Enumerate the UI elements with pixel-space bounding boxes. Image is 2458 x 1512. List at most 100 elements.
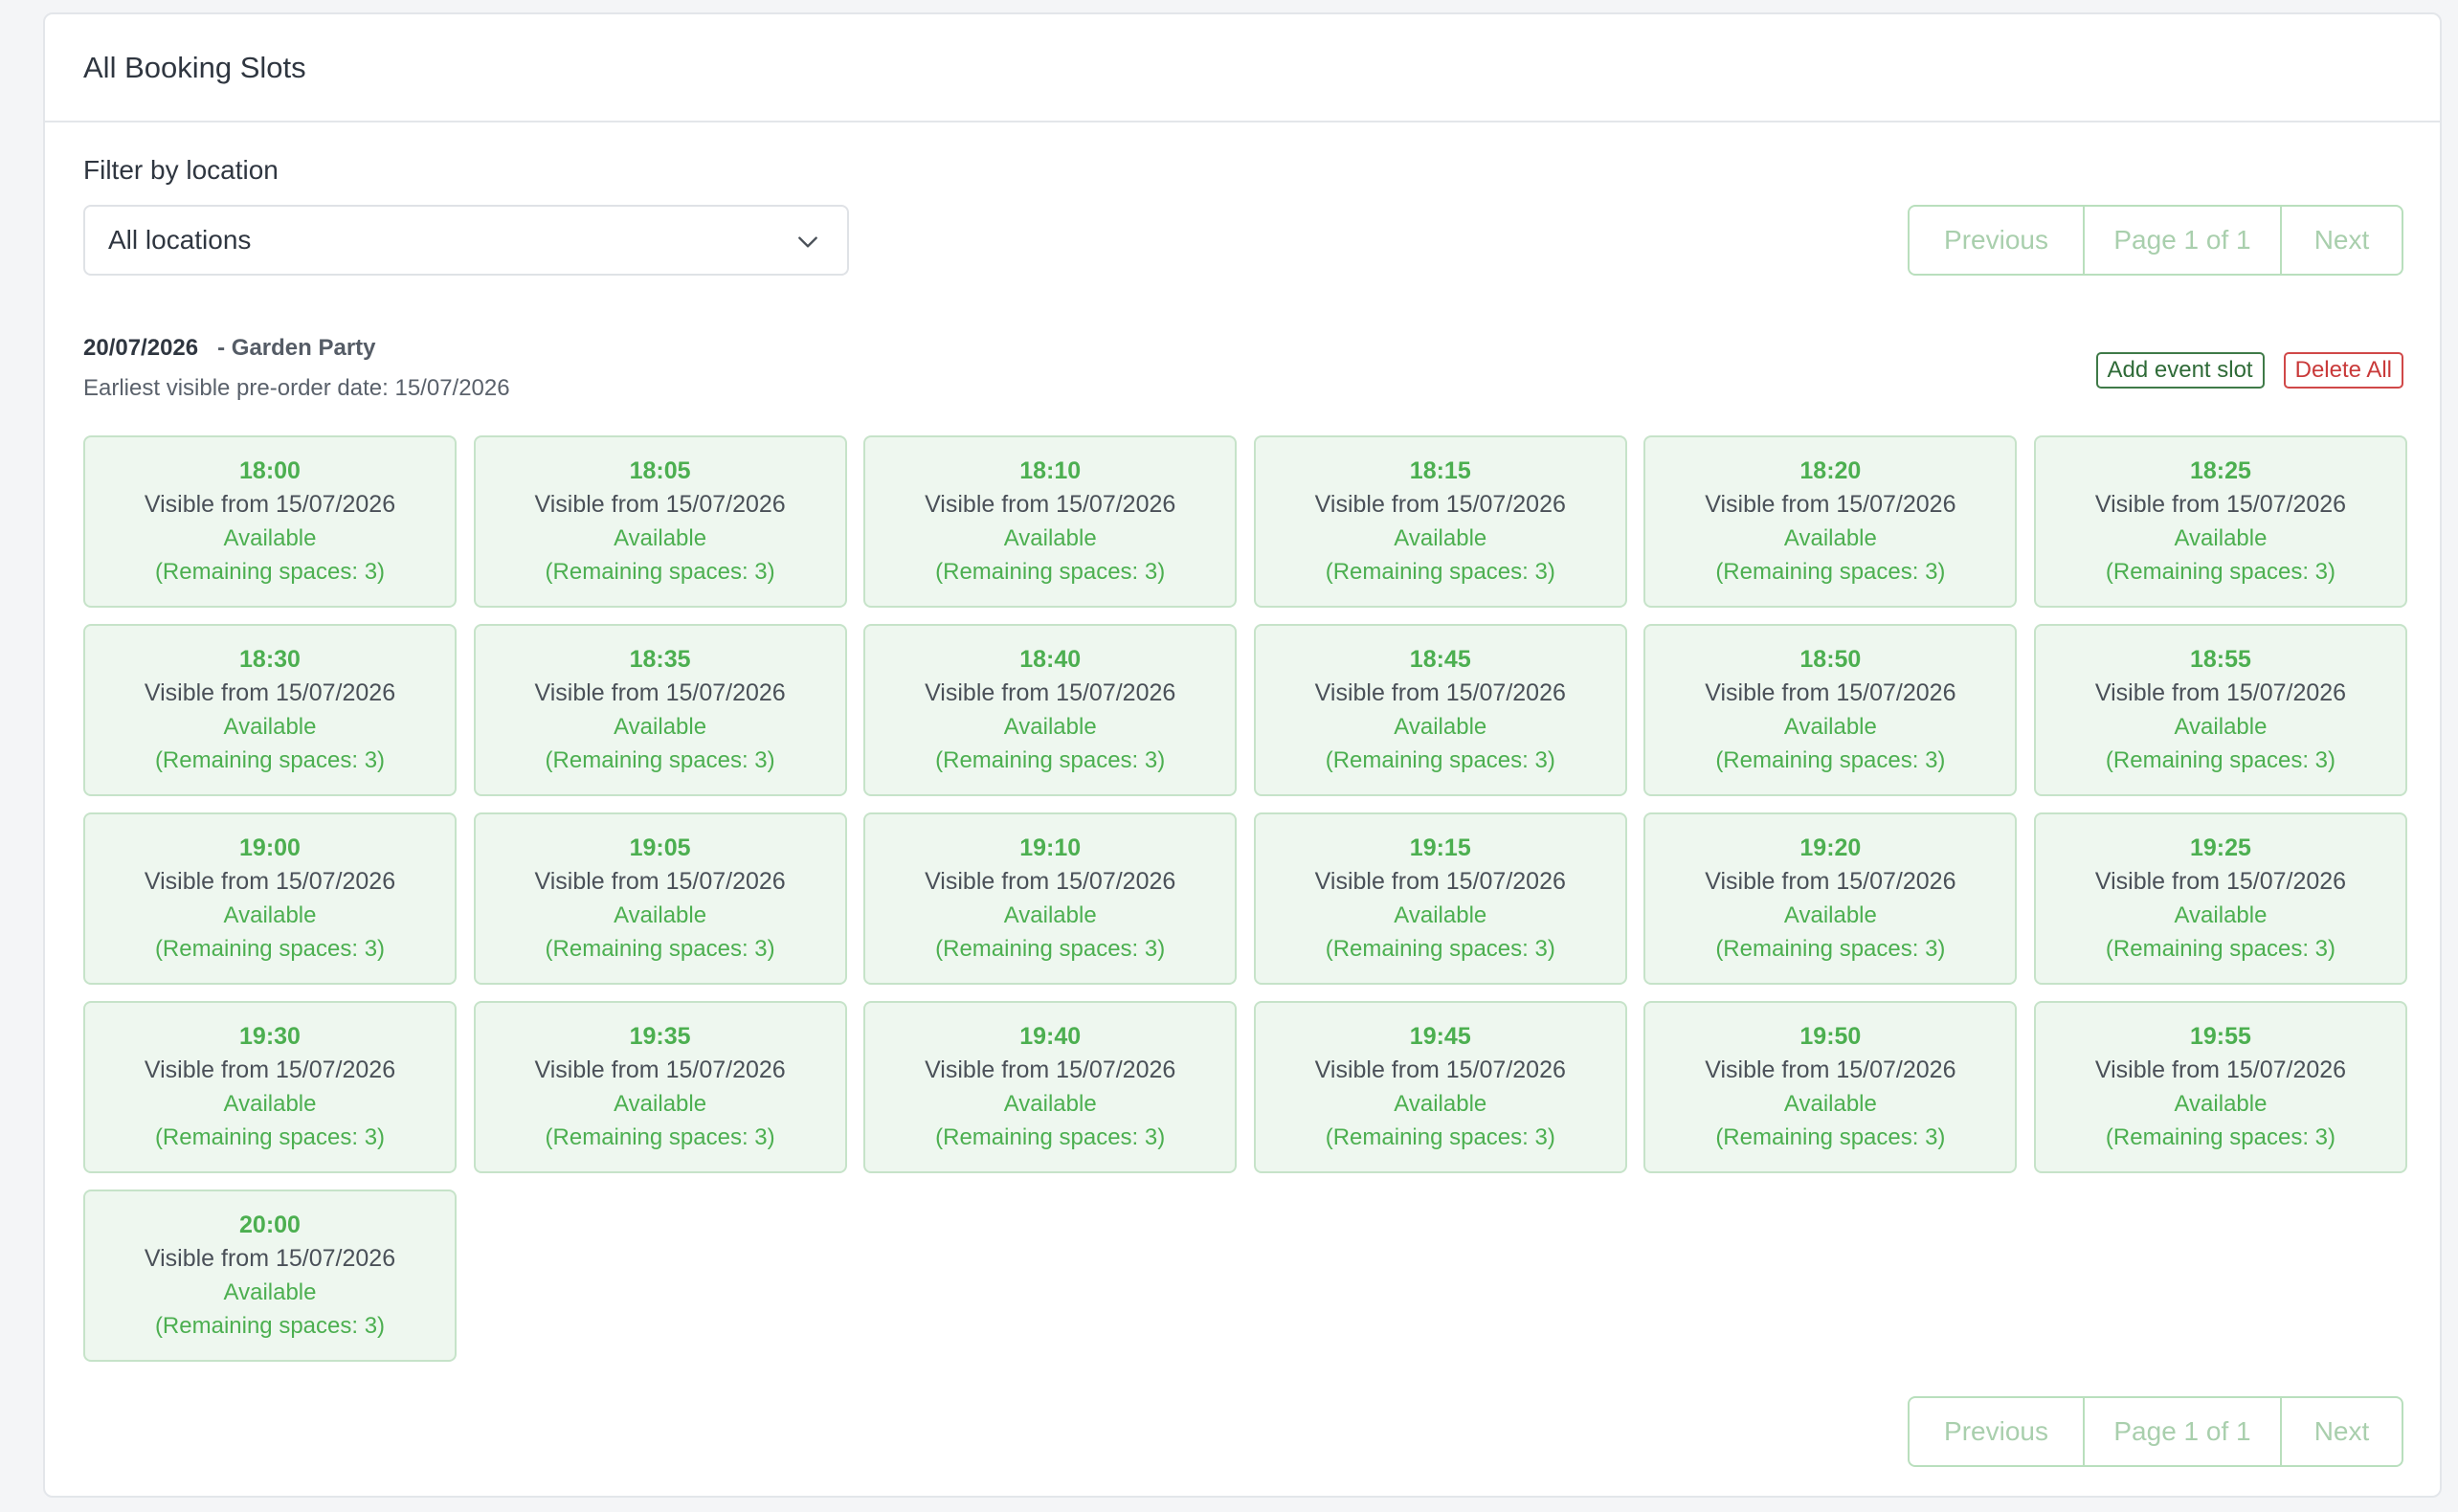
slot-status: Available bbox=[2174, 714, 2268, 740]
slot-visible-from: Visible from 15/07/2026 bbox=[2094, 491, 2347, 518]
pagination-top: Previous Page 1 of 1 Next bbox=[1908, 205, 2403, 276]
slot-tile[interactable]: 19:20 Visible from 15/07/2026 Available (Re… bbox=[1643, 812, 2018, 985]
previous-page-button[interactable]: Previous bbox=[1944, 1416, 2048, 1446]
slot-tile[interactable]: 19:40 Visible from 15/07/2026 Available (Re… bbox=[863, 1001, 1238, 1173]
slot-time: 18:20 bbox=[1799, 457, 1862, 484]
slot-status: Available bbox=[1003, 525, 1097, 551]
slot-time: 18:50 bbox=[1799, 646, 1862, 673]
slot-tile[interactable]: 18:40 Visible from 15/07/2026 Available (Re… bbox=[863, 624, 1238, 796]
slot-visible-from: Visible from 15/07/2026 bbox=[534, 679, 786, 706]
slot-tile[interactable]: 19:15 Visible from 15/07/2026 Available (Re… bbox=[1253, 812, 1627, 985]
slot-time: 18:10 bbox=[1019, 457, 1082, 484]
slot-time: 18:25 bbox=[2189, 457, 2251, 484]
slot-time: 19:45 bbox=[1409, 1023, 1471, 1050]
slot-time: 19:10 bbox=[1019, 834, 1082, 861]
slot-remaining-spaces: (Remaining spaces: 3) bbox=[935, 747, 1166, 773]
slot-visible-from: Visible from 15/07/2026 bbox=[144, 1245, 396, 1272]
slot-visible-from: Visible from 15/07/2026 bbox=[1705, 1056, 1956, 1083]
slot-visible-from: Visible from 15/07/2026 bbox=[925, 868, 1176, 895]
slot-tile[interactable]: 18:45 Visible from 15/07/2026 Available (Re… bbox=[1253, 624, 1627, 796]
slot-status: Available bbox=[1003, 902, 1097, 928]
slot-tile[interactable]: 18:05 Visible from 15/07/2026 Available (Re… bbox=[473, 435, 847, 608]
slot-remaining-spaces: (Remaining spaces: 3) bbox=[1325, 747, 1555, 773]
location-select[interactable]: All locations bbox=[83, 205, 849, 276]
slot-remaining-spaces: (Remaining spaces: 3) bbox=[2105, 1124, 2336, 1150]
slot-status: Available bbox=[1783, 1091, 1877, 1117]
slot-visible-from: Visible from 15/07/2026 bbox=[534, 1056, 786, 1083]
slot-remaining-spaces: (Remaining spaces: 3) bbox=[1325, 1124, 1555, 1150]
booking-slots-card: All Booking Slots Filter by location All… bbox=[43, 12, 2442, 1498]
slot-tile[interactable]: 18:55 Visible from 15/07/2026 Available (Re… bbox=[2033, 624, 2407, 796]
slot-remaining-spaces: (Remaining spaces: 3) bbox=[935, 936, 1166, 962]
slot-tile[interactable]: 19:00 Visible from 15/07/2026 Available (Re… bbox=[83, 812, 457, 985]
slot-time: 19:30 bbox=[239, 1023, 301, 1050]
slot-tile[interactable]: 19:30 Visible from 15/07/2026 Available (Re… bbox=[83, 1001, 457, 1173]
slot-time: 20:00 bbox=[239, 1212, 301, 1238]
slot-status: Available bbox=[614, 1091, 707, 1117]
slot-tile[interactable]: 18:25 Visible from 15/07/2026 Available (Re… bbox=[2033, 435, 2407, 608]
slot-time: 19:40 bbox=[1019, 1023, 1082, 1050]
slot-tile[interactable]: 19:25 Visible from 15/07/2026 Available (Re… bbox=[2033, 812, 2407, 985]
slot-tile[interactable]: 18:20 Visible from 15/07/2026 Available (Re… bbox=[1643, 435, 2018, 608]
slot-visible-from: Visible from 15/07/2026 bbox=[534, 868, 786, 895]
slot-visible-from: Visible from 15/07/2026 bbox=[1314, 1056, 1566, 1083]
slot-status: Available bbox=[2174, 1091, 2268, 1117]
slot-time: 19:20 bbox=[1799, 834, 1862, 861]
slot-remaining-spaces: (Remaining spaces: 3) bbox=[2105, 559, 2336, 585]
slot-visible-from: Visible from 15/07/2026 bbox=[1705, 679, 1956, 706]
slot-visible-from: Visible from 15/07/2026 bbox=[2094, 679, 2347, 706]
slot-remaining-spaces: (Remaining spaces: 3) bbox=[1325, 936, 1555, 962]
slot-tile[interactable]: 18:50 Visible from 15/07/2026 Available (Re… bbox=[1643, 624, 2018, 796]
slot-tile[interactable]: 18:35 Visible from 15/07/2026 Available (Re… bbox=[473, 624, 847, 796]
next-page-button[interactable]: Next bbox=[2280, 1398, 2402, 1465]
slot-remaining-spaces: (Remaining spaces: 3) bbox=[1715, 936, 1946, 962]
slot-tile[interactable]: 19:10 Visible from 15/07/2026 Available (Re… bbox=[863, 812, 1238, 985]
slot-visible-from: Visible from 15/07/2026 bbox=[144, 679, 396, 706]
next-page-button[interactable]: Next bbox=[2280, 207, 2402, 274]
add-event-slot-button[interactable]: Add event slot bbox=[2095, 352, 2265, 389]
slot-remaining-spaces: (Remaining spaces: 3) bbox=[545, 747, 775, 773]
slot-tile[interactable]: 19:50 Visible from 15/07/2026 Available (Re… bbox=[1643, 1001, 2018, 1173]
slot-remaining-spaces: (Remaining spaces: 3) bbox=[2105, 747, 2336, 773]
slot-visible-from: Visible from 15/07/2026 bbox=[925, 1056, 1176, 1083]
slot-status: Available bbox=[1394, 902, 1487, 928]
slot-remaining-spaces: (Remaining spaces: 3) bbox=[545, 559, 775, 585]
slot-visible-from: Visible from 15/07/2026 bbox=[925, 491, 1176, 518]
slot-tile[interactable]: 18:10 Visible from 15/07/2026 Available (Re… bbox=[863, 435, 1238, 608]
previous-page-button[interactable]: Previous bbox=[1944, 225, 2048, 255]
slot-remaining-spaces: (Remaining spaces: 3) bbox=[154, 747, 386, 773]
slot-status: Available bbox=[1783, 902, 1877, 928]
slot-tile[interactable]: 19:55 Visible from 15/07/2026 Available (Re… bbox=[2033, 1001, 2407, 1173]
slot-tile[interactable]: 19:45 Visible from 15/07/2026 Available (Re… bbox=[1253, 1001, 1627, 1173]
slot-remaining-spaces: (Remaining spaces: 3) bbox=[2105, 936, 2336, 962]
slot-tile[interactable]: 19:35 Visible from 15/07/2026 Available (Re… bbox=[473, 1001, 847, 1173]
event-actions: Add event slot Delete All bbox=[2095, 352, 2403, 389]
slot-tile[interactable]: 18:15 Visible from 15/07/2026 Available (Re… bbox=[1253, 435, 1627, 608]
slot-tile[interactable]: 19:05 Visible from 15/07/2026 Available (Re… bbox=[473, 812, 847, 985]
event-date: 20/07/2026 bbox=[83, 335, 199, 361]
slot-time: 19:55 bbox=[2189, 1023, 2251, 1050]
slot-status: Available bbox=[223, 1091, 317, 1117]
slot-visible-from: Visible from 15/07/2026 bbox=[1314, 679, 1566, 706]
earliest-preorder-date: Earliest visible pre-order date: 15/07/2… bbox=[83, 375, 510, 401]
slot-tile[interactable]: 18:00 Visible from 15/07/2026 Available (Re… bbox=[83, 435, 457, 608]
slot-status: Available bbox=[1783, 525, 1877, 551]
event-heading: 20/07/2026 - Garden Party bbox=[83, 335, 376, 362]
slot-status: Available bbox=[2174, 902, 2268, 928]
slot-remaining-spaces: (Remaining spaces: 3) bbox=[545, 936, 775, 962]
slot-tile[interactable]: 18:30 Visible from 15/07/2026 Available (Re… bbox=[83, 624, 457, 796]
slot-remaining-spaces: (Remaining spaces: 3) bbox=[154, 1124, 386, 1150]
location-select-value: All locations bbox=[108, 225, 252, 255]
slot-status: Available bbox=[1394, 714, 1487, 740]
delete-all-button[interactable]: Delete All bbox=[2283, 352, 2403, 389]
slot-remaining-spaces: (Remaining spaces: 3) bbox=[1715, 747, 1946, 773]
chevron-down-icon bbox=[798, 236, 817, 248]
slot-status: Available bbox=[223, 714, 317, 740]
slot-tile[interactable]: 20:00 Visible from 15/07/2026 Available (Re… bbox=[83, 1190, 457, 1362]
slot-time: 19:00 bbox=[239, 834, 301, 861]
page-indicator: Page 1 of 1 bbox=[2083, 207, 2280, 274]
slot-time: 18:15 bbox=[1409, 457, 1471, 484]
slot-time: 19:15 bbox=[1409, 834, 1471, 861]
slot-status: Available bbox=[2174, 525, 2268, 551]
slot-status: Available bbox=[1003, 714, 1097, 740]
